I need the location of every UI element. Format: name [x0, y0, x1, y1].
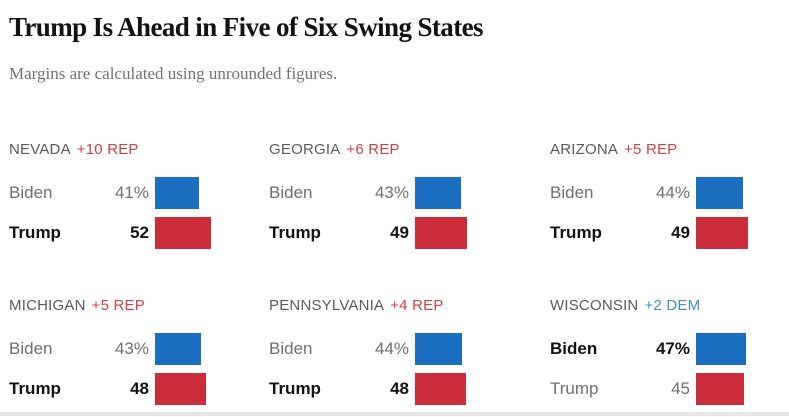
- candidate-row-biden: Biden 41%: [9, 177, 249, 211]
- bottom-divider: [0, 412, 789, 416]
- vote-share-label: 43%: [114, 339, 149, 358]
- chart-subtitle: Margins are calculated using unrounded f…: [9, 64, 338, 83]
- candidate-row-biden: Biden 43%: [269, 177, 509, 211]
- state-panel-pennsylvania: PENNSYLVANIA +4 REP Biden 44% Trump 48: [269, 297, 509, 417]
- state-name: ARIZONA: [550, 141, 619, 158]
- vote-share-bar: [696, 217, 748, 249]
- state-header: WISCONSIN +2 DEM: [550, 297, 700, 314]
- state-header: PENNSYLVANIA +4 REP: [269, 297, 444, 314]
- candidate-row-trump: Trump 45: [550, 373, 789, 407]
- state-panel-arizona: ARIZONA +5 REP Biden 44% Trump 49: [550, 141, 789, 261]
- candidate-name: Trump: [9, 223, 61, 242]
- state-panel-georgia: GEORGIA +6 REP Biden 43% Trump 49: [269, 141, 509, 261]
- state-name: NEVADA: [9, 141, 71, 158]
- vote-share-label: 44%: [374, 339, 409, 358]
- vote-share-label: 47%: [655, 339, 690, 358]
- vote-share-bar: [155, 217, 211, 249]
- vote-share-bar: [155, 373, 206, 405]
- state-name: MICHIGAN: [9, 297, 86, 314]
- vote-share-bar: [696, 177, 743, 209]
- candidate-name: Biden: [9, 183, 53, 202]
- vote-share-bar: [415, 333, 462, 365]
- candidate-row-trump: Trump 49: [550, 217, 789, 251]
- state-panel-nevada: NEVADA +10 REP Biden 41% Trump 52: [9, 141, 249, 261]
- state-header: ARIZONA +5 REP: [550, 141, 677, 158]
- state-header: NEVADA +10 REP: [9, 141, 139, 158]
- candidate-name: Trump: [9, 379, 61, 398]
- vote-share-bar: [415, 373, 466, 405]
- state-panel-wisconsin: WISCONSIN +2 DEM Biden 47% Trump 45: [550, 297, 789, 417]
- candidate-name: Trump: [269, 223, 321, 242]
- vote-share-bar: [415, 177, 461, 209]
- vote-share-label: 49: [390, 223, 409, 242]
- candidate-name: Biden: [550, 339, 598, 358]
- candidate-row-trump: Trump 48: [9, 373, 249, 407]
- state-header: GEORGIA +6 REP: [269, 141, 400, 158]
- vote-share-bar: [696, 373, 744, 405]
- candidate-name: Trump: [550, 223, 602, 242]
- state-name: PENNSYLVANIA: [269, 297, 385, 314]
- vote-share-bar: [415, 217, 467, 249]
- vote-share-label: 49: [671, 223, 690, 242]
- state-name: WISCONSIN: [550, 297, 639, 314]
- vote-share-label: 45: [671, 379, 690, 398]
- vote-share-bar: [696, 333, 746, 365]
- state-header: MICHIGAN +5 REP: [9, 297, 145, 314]
- vote-share-bar: [155, 333, 201, 365]
- vote-share-label: 52: [130, 223, 149, 242]
- candidate-row-biden: Biden 43%: [9, 333, 249, 367]
- vote-share-label: 43%: [374, 183, 409, 202]
- candidate-name: Biden: [269, 183, 313, 202]
- margin-label: +4 REP: [390, 297, 444, 314]
- candidate-name: Trump: [550, 379, 599, 398]
- vote-share-label: 44%: [655, 183, 690, 202]
- candidate-row-biden: Biden 44%: [269, 333, 509, 367]
- vote-share-label: 48: [390, 379, 409, 398]
- vote-share-label: 41%: [114, 183, 149, 202]
- candidate-name: Biden: [550, 183, 594, 202]
- margin-label: +5 REP: [624, 141, 678, 158]
- margin-label: +10 REP: [76, 141, 139, 158]
- candidate-row-trump: Trump 48: [269, 373, 509, 407]
- state-name: GEORGIA: [269, 141, 341, 158]
- candidate-row-biden: Biden 44%: [550, 177, 789, 211]
- candidate-name: Biden: [9, 339, 53, 358]
- candidate-row-trump: Trump 49: [269, 217, 509, 251]
- margin-label: +2 DEM: [644, 297, 701, 314]
- candidate-name: Trump: [269, 379, 321, 398]
- vote-share-bar: [155, 177, 199, 209]
- candidate-row-trump: Trump 52: [9, 217, 249, 251]
- state-panel-michigan: MICHIGAN +5 REP Biden 43% Trump 48: [9, 297, 249, 417]
- margin-label: +5 REP: [91, 297, 145, 314]
- candidate-name: Biden: [269, 339, 313, 358]
- candidate-row-biden: Biden 47%: [550, 333, 789, 367]
- margin-label: +6 REP: [346, 141, 400, 158]
- vote-share-label: 48: [130, 379, 149, 398]
- chart-title: Trump Is Ahead in Five of Six Swing Stat…: [9, 12, 483, 42]
